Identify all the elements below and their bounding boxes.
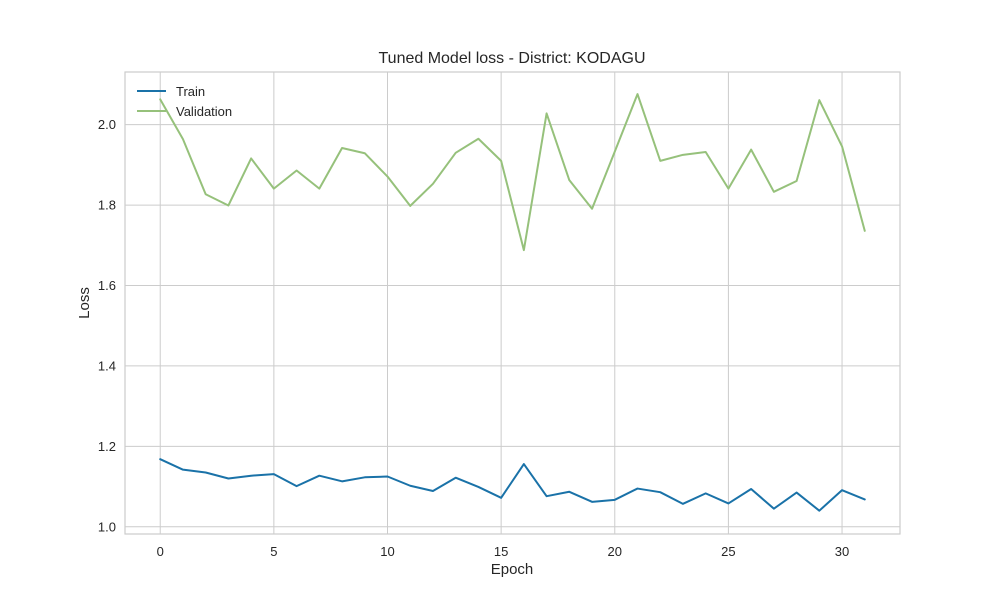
series-line-train — [159, 458, 866, 512]
x-tick-label: 20 — [608, 544, 622, 559]
legend-label-train: Train — [176, 84, 205, 99]
series-line-validation — [159, 93, 866, 252]
legend-label-validation: Validation — [176, 104, 232, 119]
y-tick-label: 1.2 — [98, 439, 116, 454]
x-tick-label: 0 — [157, 544, 164, 559]
plot-frame — [124, 71, 901, 535]
grid — [125, 72, 900, 534]
x-tick-label: 15 — [494, 544, 508, 559]
x-tick-label: 25 — [721, 544, 735, 559]
x-axis-title: Epoch — [491, 561, 534, 578]
chart-title: Tuned Model loss - District: KODAGU — [378, 50, 645, 67]
legend: Train Validation — [137, 84, 232, 119]
y-tick-label: 1.8 — [98, 198, 116, 213]
tick-labels: 0 5 10 15 20 25 30 1.0 1.2 1.4 1.6 1.8 2.0 — [98, 117, 849, 559]
x-tick-label: 5 — [270, 544, 277, 559]
y-axis-title: Loss — [76, 287, 93, 319]
series-lines — [159, 93, 866, 512]
x-tick-label: 10 — [380, 544, 394, 559]
y-tick-label: 1.4 — [98, 358, 116, 373]
x-tick-label: 30 — [835, 544, 849, 559]
y-tick-label: 2.0 — [98, 117, 116, 132]
y-tick-label: 1.6 — [98, 278, 116, 293]
y-tick-label: 1.0 — [98, 519, 116, 534]
